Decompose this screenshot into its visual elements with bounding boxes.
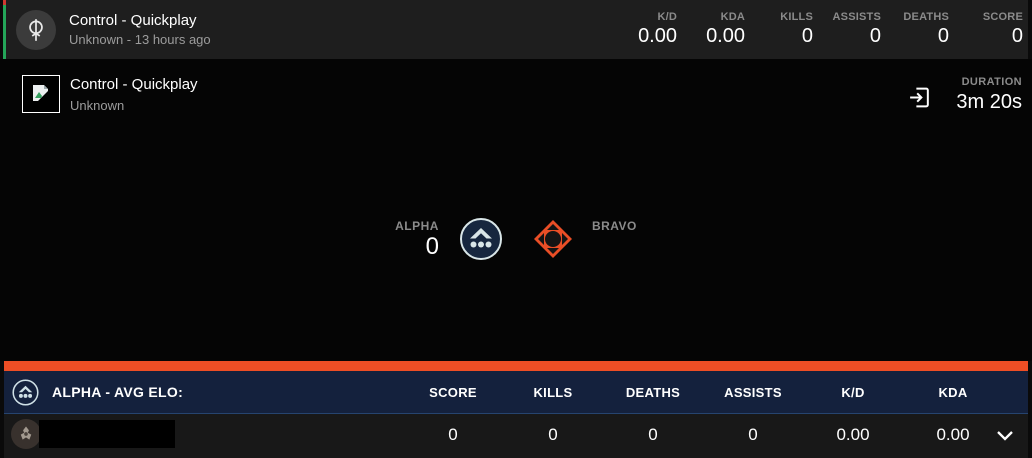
duration-value: 3m 20s bbox=[956, 91, 1022, 113]
alpha-team-icon-small bbox=[12, 378, 39, 406]
cell-kills: 0 bbox=[548, 425, 558, 444]
redacted-player-name bbox=[39, 420, 175, 448]
col-deaths: DEATHS bbox=[625, 384, 681, 400]
detail-title: Control - Quickplay bbox=[70, 76, 198, 93]
alpha-team-icon bbox=[459, 217, 503, 261]
stat-kda: KDA 0.00 bbox=[706, 11, 745, 47]
player-row[interactable]: 0 0 0 0 0.00 0.00 bbox=[4, 413, 1028, 458]
cell-kd: 0.00 bbox=[836, 425, 870, 444]
cell-assists: 0 bbox=[748, 425, 758, 444]
stat-kd: K/D 0.00 bbox=[638, 11, 677, 47]
stat-kills: KILLS 0 bbox=[780, 11, 813, 47]
alpha-label: ALPHA bbox=[395, 219, 439, 233]
match-title: Control - Quickplay bbox=[69, 11, 197, 29]
stat-assists: ASSISTS 0 bbox=[832, 11, 881, 47]
stat-score: SCORE 0 bbox=[982, 11, 1023, 47]
player-emblem bbox=[11, 419, 41, 449]
alpha-score-block: ALPHA 0 bbox=[395, 212, 439, 260]
login-arrow-icon[interactable] bbox=[906, 84, 932, 110]
col-kills: KILLS bbox=[533, 384, 573, 400]
team-score-strip: ALPHA 0 BRAVO bbox=[0, 212, 1032, 261]
team-table-header: ALPHA - AVG ELO: SCORE KILLS DEATHS ASSI… bbox=[4, 371, 1028, 413]
cell-deaths: 0 bbox=[648, 425, 658, 444]
col-assists: ASSISTS bbox=[724, 384, 782, 400]
match-bar-stats: K/D 0.00 KDA 0.00 KILLS 0 ASSISTS 0 DEAT… bbox=[609, 11, 1028, 48]
col-score: SCORE bbox=[429, 384, 477, 400]
chevron-down-icon[interactable] bbox=[996, 429, 1014, 441]
match-detail-text: Control - Quickplay Unknown bbox=[70, 76, 198, 114]
team-header-label: ALPHA - AVG ELO: bbox=[52, 384, 184, 400]
player-row-cells: 0 0 0 0 0.00 0.00 bbox=[403, 414, 1003, 456]
duration-block: DURATION 3m 20s bbox=[956, 76, 1022, 114]
bravo-label: BRAVO bbox=[591, 219, 637, 233]
table-column-headers: SCORE KILLS DEATHS ASSISTS K/D KDA bbox=[403, 371, 1003, 413]
match-bar-text: Control - Quickplay Unknown - 13 hours a… bbox=[69, 12, 211, 48]
match-subtitle: Unknown - 13 hours ago bbox=[69, 31, 211, 47]
team-accent-bar bbox=[4, 361, 1028, 371]
match-detail-section: Control - Quickplay Unknown DURATION 3m … bbox=[0, 59, 1032, 361]
cell-score: 0 bbox=[448, 425, 458, 444]
broken-image-icon bbox=[22, 75, 60, 113]
alpha-score: 0 bbox=[425, 233, 439, 260]
cell-kda: 0.00 bbox=[936, 425, 970, 444]
match-summary-bar[interactable]: Control - Quickplay Unknown - 13 hours a… bbox=[3, 0, 1028, 59]
bravo-team-icon bbox=[531, 217, 575, 261]
stat-deaths: DEATHS 0 bbox=[903, 11, 949, 47]
col-kd: K/D bbox=[841, 384, 865, 400]
detail-subtitle: Unknown bbox=[70, 98, 125, 113]
col-kda: KDA bbox=[938, 384, 968, 400]
crucible-sword-icon bbox=[16, 9, 56, 50]
progress-cap bbox=[3, 0, 6, 5]
duration-label: DURATION bbox=[961, 76, 1022, 88]
